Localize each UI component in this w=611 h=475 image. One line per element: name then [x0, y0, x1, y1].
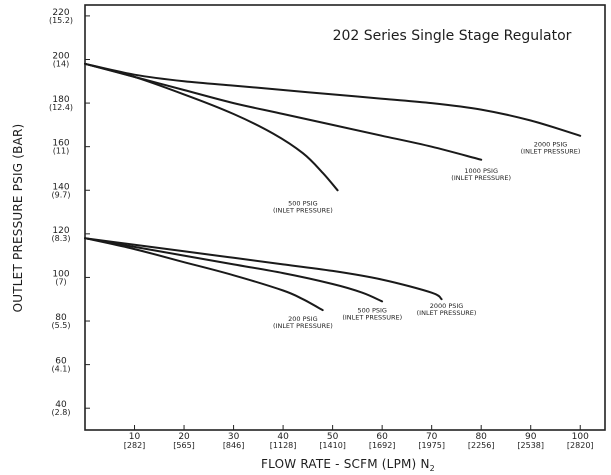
y-axis-title: OUTLET PRESSURE PSIG (BAR)	[11, 124, 25, 313]
y-tick-label: 60	[55, 357, 67, 367]
y-tick-label: 80	[55, 313, 67, 323]
series-label: 1000 PSIG	[464, 167, 498, 175]
y-tick-sublabel: (11)	[53, 147, 69, 156]
y-tick-sublabel: (2.8)	[52, 408, 71, 417]
series-line	[84, 237, 324, 312]
y-tick-sublabel: (9.7)	[52, 190, 71, 199]
series-label: 500 PSIG	[288, 200, 317, 208]
series-label: (INLET PRESSURE)	[273, 207, 333, 215]
series-label: 2000 PSIG	[534, 141, 568, 149]
y-tick-label: 40	[55, 400, 67, 410]
series-line	[84, 62, 483, 161]
series-line	[84, 62, 582, 137]
y-tick-sublabel: (12.4)	[49, 103, 73, 112]
x-tick-label: 20	[178, 432, 190, 442]
y-tick-label: 100	[52, 269, 69, 279]
series-label: 500 PSIG	[357, 306, 386, 314]
series-label: (INLET PRESSURE)	[342, 313, 402, 321]
series-label: (INLET PRESSURE)	[417, 309, 477, 317]
x-tick-sublabel: [1410]	[319, 441, 346, 450]
y-tick-label: 220	[52, 8, 69, 18]
series-label: (INLET PRESSURE)	[451, 174, 511, 182]
x-tick-label: 10	[129, 432, 141, 442]
y-tick-sublabel: (7)	[55, 277, 66, 286]
x-tick-sublabel: [1975]	[418, 441, 445, 450]
series-line	[84, 237, 443, 301]
series-label: (INLET PRESSURE)	[273, 322, 333, 330]
y-tick-label: 140	[52, 182, 69, 192]
x-tick-label: 50	[327, 432, 339, 442]
x-axis-ticks: 10[282]20[565]30[846]40[1128]50[1410]60[…	[124, 425, 594, 450]
series-labels: 500 PSIG(INLET PRESSURE)1000 PSIG(INLET …	[273, 141, 580, 330]
series-line	[84, 237, 384, 303]
y-tick-sublabel: (14)	[53, 59, 69, 68]
x-tick-label: 70	[426, 432, 438, 442]
x-axis-title: FLOW RATE - SCFM (LPM) N2	[261, 457, 435, 473]
x-tick-sublabel: [1692]	[369, 441, 396, 450]
y-tick-label: 160	[52, 139, 69, 149]
x-tick-sublabel: [2820]	[567, 441, 594, 450]
plot-frame	[84, 4, 606, 431]
x-tick-label: 60	[376, 432, 388, 442]
x-tick-sublabel: [565]	[173, 441, 195, 450]
x-tick-sublabel: [2256]	[468, 441, 495, 450]
series-curves	[84, 62, 582, 312]
series-label: 200 PSIG	[288, 315, 317, 323]
x-tick-sublabel: [846]	[223, 441, 245, 450]
y-tick-label: 120	[52, 226, 69, 236]
x-tick-sublabel: [1128]	[270, 441, 297, 450]
y-axis-ticks: 40(2.8) 60(4.1) 80(5.5) 100(7) 120(8.3) 140(9…	[49, 8, 90, 417]
x-axis-title-main: FLOW RATE - SCFM (LPM) N	[261, 457, 430, 471]
y-tick-label: 180	[52, 95, 69, 105]
x-tick-label: 40	[277, 432, 289, 442]
series-label: (INLET PRESSURE)	[521, 148, 581, 156]
y-tick-sublabel: (4.1)	[52, 365, 71, 374]
y-tick-sublabel: (5.5)	[52, 321, 71, 330]
x-tick-label: 30	[228, 432, 240, 442]
x-tick-label: 90	[525, 432, 537, 442]
x-tick-sublabel: [2538]	[517, 441, 544, 450]
x-tick-label: 100	[572, 432, 589, 442]
y-tick-sublabel: (15.2)	[49, 16, 73, 25]
series-line	[84, 62, 339, 192]
x-tick-label: 80	[475, 432, 487, 442]
x-tick-sublabel: [282]	[124, 441, 146, 450]
y-tick-label: 200	[52, 51, 69, 61]
chart-title: 202 Series Single Stage Regulator	[333, 28, 572, 44]
y-tick-sublabel: (8.3)	[52, 234, 71, 243]
x-axis-title-subscript: 2	[430, 464, 435, 473]
series-label: 2000 PSIG	[430, 302, 464, 310]
